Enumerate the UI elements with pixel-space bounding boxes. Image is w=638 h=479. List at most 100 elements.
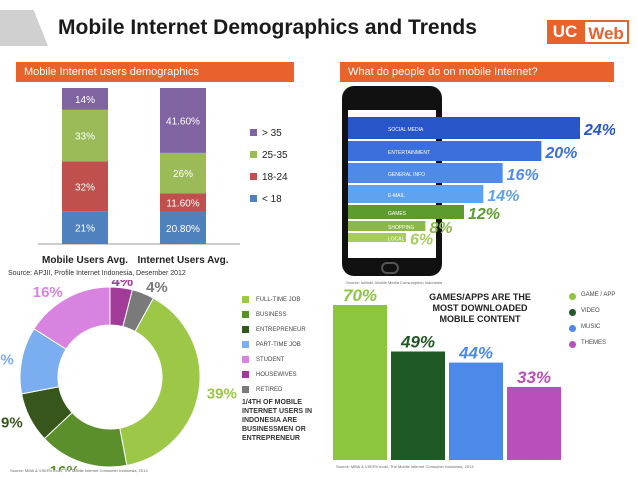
download-label-1: 49% <box>400 333 435 352</box>
activity-label-6: 6% <box>410 232 433 249</box>
donut-legend-item-4: STUDENT <box>236 355 326 370</box>
donut-legend-swatch-0 <box>242 296 249 303</box>
donut-legend-item-1: BUSINESS <box>236 310 326 325</box>
games-legend-label-0: GAME / APP <box>581 292 616 298</box>
bar-label-0-0: 21% <box>75 224 95 235</box>
bar-label-1-3: 41.60% <box>166 116 200 127</box>
download-label-2: 44% <box>458 344 493 363</box>
donut-legend-swatch-3 <box>242 341 249 348</box>
bar-segment-0-1 <box>62 161 108 212</box>
games-legend-label-2: MUSIC <box>581 324 601 330</box>
donut-legend-label-6: RETIRED <box>256 387 283 393</box>
games-legend-item-0: GAME / APP <box>567 292 638 308</box>
donut-legend-item-3: PART-TIME JOB <box>236 340 326 355</box>
right-section-header: What do people do on mobile Internet? <box>340 62 614 82</box>
source-left: Source: APJII, Profile Internet Indonesi… <box>8 270 186 277</box>
logo-uc: UC <box>547 20 583 44</box>
x-tick-label-0: Mobile Users Avg. <box>42 255 128 266</box>
download-bar-1 <box>391 351 445 460</box>
donut-label-4: 16% <box>33 284 63 301</box>
bar-label-1-2: 26% <box>173 169 193 180</box>
donut-slice-6 <box>122 289 155 333</box>
donut-label-1: 16% <box>50 463 80 470</box>
title-bar <box>0 0 638 50</box>
activity-cat-1: ENTERTAINMENT <box>388 150 430 156</box>
games-legend: GAME / APP VIDEO MUSIC THEMES <box>567 292 638 356</box>
activity-bar-0 <box>348 117 580 139</box>
bar-label-0-2: 33% <box>75 132 95 143</box>
left-section-header: Mobile Internet users demographics <box>16 62 294 82</box>
occupation-donut-chart: 39% 16% 9% 12% 16% 4% 4% <box>0 280 237 470</box>
donut-legend-label-4: STUDENT <box>256 357 285 363</box>
activity-label-3: 14% <box>487 188 519 205</box>
bar-label-0-3: 14% <box>75 95 95 106</box>
source-right: Source: InMobi, Mobile Media Consumption… <box>346 280 443 285</box>
donut-legend-swatch-2 <box>242 326 249 333</box>
legend-label-1: 25-35 <box>262 150 288 161</box>
games-legend-item-2: MUSIC <box>567 324 638 340</box>
donut-slice-0 <box>119 297 201 466</box>
games-legend-swatch-1 <box>569 309 576 316</box>
legend-swatch-0 <box>250 129 257 136</box>
donut-legend-item-5: HOUSEWIVES <box>236 370 326 385</box>
activity-cat-6: LOCAL SEARCH <box>388 237 427 243</box>
source-bottom-left: Source: MMA & VSERV.mobi, The Mobile Int… <box>10 468 148 473</box>
donut-legend-label-0: FULL-TIME JOB <box>256 297 301 303</box>
legend-label-0: > 35 <box>262 128 282 139</box>
bar-segment-1-3 <box>160 88 206 153</box>
bar-label-1-1: 11.60% <box>166 199 199 210</box>
ucweb-logo: UC Web <box>547 20 629 44</box>
download-label-3: 33% <box>517 368 551 387</box>
donut-legend-label-1: BUSINESS <box>256 312 287 318</box>
games-legend-item-3: THEMES <box>567 340 638 356</box>
download-bar-0 <box>333 305 387 460</box>
activity-cat-4: GAMES <box>388 211 407 217</box>
activity-label-2: 16% <box>507 167 539 184</box>
donut-legend-swatch-6 <box>242 386 249 393</box>
activity-label-1: 20% <box>544 145 577 162</box>
donut-note: 1/4TH OF MOBILE INTERNET USERS IN INDONE… <box>242 399 313 442</box>
donut-legend-swatch-5 <box>242 371 249 378</box>
donut-legend-label-2: ENTREPRENEUR <box>256 327 306 333</box>
donut-legend-swatch-1 <box>242 311 249 318</box>
donut-legend: FULL-TIME JOB BUSINESS ENTREPRENEUR PART-TI… <box>236 295 326 400</box>
donut-legend-item-2: ENTREPRENEUR <box>236 325 326 340</box>
download-bar-3 <box>507 386 561 460</box>
games-title: GAMES/APPS ARE THE MOST DOWNLOADED MOBIL… <box>429 292 531 324</box>
page-title: Mobile Internet Demographics and Trends <box>58 16 477 39</box>
games-legend-item-1: VIDEO <box>567 308 638 324</box>
source-bottom-right: Source: MMA & VSERV.mobi, The Mobile Int… <box>336 464 474 469</box>
legend-swatch-3 <box>250 195 257 202</box>
activity-label-5: 8% <box>429 220 452 237</box>
donut-label-2: 9% <box>1 414 23 431</box>
legend-swatch-2 <box>250 173 257 180</box>
donut-label-5: 4% <box>111 280 133 290</box>
activity-label-4: 12% <box>468 206 500 223</box>
donut-legend-swatch-4 <box>242 356 249 363</box>
activity-cat-2: GENERAL INFO <box>388 172 425 178</box>
activity-cat-3: E-MAIL <box>388 193 405 199</box>
bar-segment-1-2 <box>160 152 206 194</box>
activity-label-0: 24% <box>583 122 615 139</box>
bar-segment-0-2 <box>62 109 108 162</box>
downloads-bar-chart: 70% 49% 44% 33% <box>333 286 561 460</box>
bar-label-0-1: 32% <box>75 182 95 193</box>
donut-legend-label-3: PART-TIME JOB <box>256 342 301 348</box>
legend-swatch-1 <box>250 151 257 158</box>
bar-segment-1-1 <box>160 193 206 212</box>
legend-label-3: < 18 <box>262 194 282 205</box>
activity-bar-chart: SOCIAL MEDIA 24% ENTERTAINMENT 20% GENERAL I… <box>348 117 615 249</box>
activity-bar-5 <box>348 221 426 231</box>
activity-bar-4 <box>348 205 464 219</box>
bar-segment-0-3 <box>62 88 108 110</box>
donut-label-0: 39% <box>207 385 237 402</box>
games-legend-label-3: THEMES <box>581 340 607 346</box>
legend-label-2: 18-24 <box>262 172 288 183</box>
games-legend-swatch-3 <box>569 341 576 348</box>
phone-home-button <box>381 262 399 274</box>
activity-cat-5: SHOPPING <box>388 225 415 231</box>
download-bar-2 <box>449 362 503 460</box>
bar-segment-0-0 <box>62 211 108 244</box>
donut-legend-item-0: FULL-TIME JOB <box>236 295 326 310</box>
activity-bar-3 <box>348 185 484 203</box>
